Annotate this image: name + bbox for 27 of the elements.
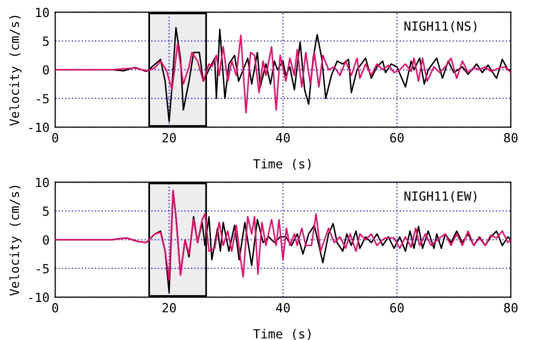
y-tick-label: 0 <box>42 65 49 75</box>
line-series <box>55 34 511 114</box>
annotation: NIGH11(EW) <box>404 191 476 202</box>
y-tick-label: -10 <box>29 122 49 132</box>
x-tick-label: 20 <box>162 133 176 142</box>
x-tick-label: 60 <box>390 133 404 142</box>
x-axis-title: Time (s) <box>253 158 311 170</box>
y-tick-label: -10 <box>29 292 49 302</box>
y-tick-label: -5 <box>36 264 49 274</box>
x-tick-label: 80 <box>504 303 518 312</box>
y-tick-label: -5 <box>36 94 49 104</box>
x-axis-title: Time (s) <box>253 328 311 340</box>
y-axis-title: Velocity (cm/s) <box>9 16 22 126</box>
y-tick-label: 10 <box>36 8 49 18</box>
x-tick-label: 40 <box>276 303 290 312</box>
y-tick-label: 5 <box>43 206 49 216</box>
x-tick-label: 20 <box>162 303 176 312</box>
y-axis-title: Velocity (cm/s) <box>9 186 22 296</box>
x-tick-label: 60 <box>390 303 404 312</box>
x-tick-label: 80 <box>504 133 518 142</box>
y-tick-label: 5 <box>43 36 49 46</box>
x-tick-label: 0 <box>52 303 58 312</box>
y-tick-label: 10 <box>36 178 49 188</box>
annotation: NIGH11(NS) <box>404 21 476 32</box>
x-tick-label: 0 <box>52 133 58 142</box>
x-tick-label: 40 <box>276 133 290 142</box>
y-tick-label: 0 <box>42 235 49 245</box>
